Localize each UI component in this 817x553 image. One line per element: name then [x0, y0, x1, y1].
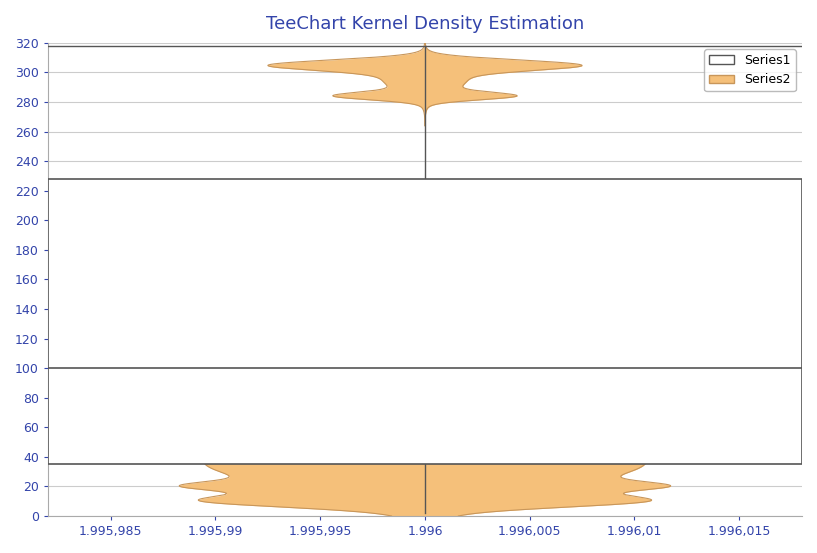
- Legend: Series1, Series2: Series1, Series2: [704, 49, 796, 91]
- Title: TeeChart Kernel Density Estimation: TeeChart Kernel Density Estimation: [266, 15, 584, 33]
- Bar: [48, 179, 802, 464]
- Text: KDE
Resolution: 30
Bandwidth: 5: KDE Resolution: 30 Bandwidth: 5: [595, 351, 684, 393]
